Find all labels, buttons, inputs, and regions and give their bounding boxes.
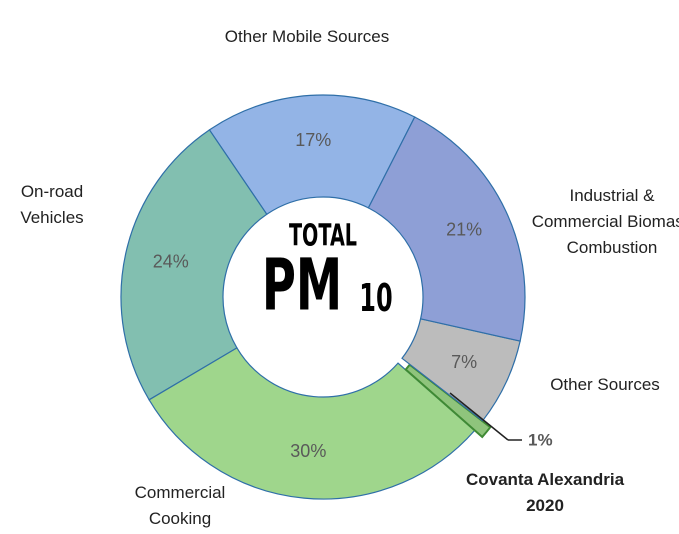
value-label: 1%	[528, 430, 553, 449]
category-label: Other Mobile Sources	[224, 27, 390, 46]
value-label: 24%	[153, 252, 189, 272]
donut-slice	[367, 116, 526, 342]
category-label: Other Sources	[550, 375, 660, 394]
center-line1: TOTAL	[289, 218, 357, 253]
donut-slice	[148, 347, 476, 500]
leader-line	[449, 392, 509, 441]
value-label: 30%	[290, 441, 326, 461]
category-label: On-road Vehicles	[20, 182, 84, 227]
value-label: 7%	[451, 352, 477, 372]
center-line2: PM	[262, 245, 342, 328]
value-label: 21%	[446, 219, 482, 239]
category-label: Industrial & Commercial Biomass Combusti…	[531, 186, 679, 257]
center-subscript: 10	[359, 275, 392, 321]
donut-slice	[208, 94, 416, 216]
donut-slice	[404, 363, 492, 439]
category-label: Commercial Cooking	[134, 483, 226, 528]
donut-slice	[120, 129, 268, 401]
value-label: 17%	[295, 130, 331, 150]
donut-slice	[401, 318, 521, 422]
category-label: Covanta Alexandria 2020	[465, 470, 625, 515]
